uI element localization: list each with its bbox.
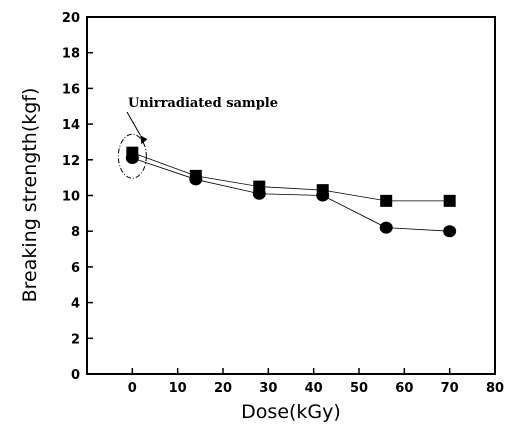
y-axis-title: Breaking strength(kgf) [19, 88, 41, 303]
y-tick-label: 2 [71, 332, 80, 347]
y-tick-label: 14 [62, 118, 80, 133]
x-axis-title: Dose(kGy) [241, 401, 341, 423]
y-tick-label: 6 [71, 261, 80, 276]
square-data-point [443, 194, 456, 207]
plot-frame [86, 16, 496, 375]
y-tick-label: 8 [71, 225, 80, 240]
y-tick-label: 0 [71, 368, 80, 383]
x-tick-label: 0 [128, 381, 137, 396]
annotation-leader-line [126, 111, 141, 136]
annotation-label: Unirradiated sample [128, 96, 278, 111]
series-1-line [132, 152, 450, 202]
x-tick-label: 70 [441, 381, 459, 396]
y-tick-label: 4 [71, 297, 80, 312]
square-data-point [380, 194, 393, 207]
circle-data-point [316, 189, 330, 202]
y-tick-label: 10 [62, 190, 80, 205]
x-tick-label: 40 [305, 381, 323, 396]
circle-data-point [252, 187, 266, 200]
series-2-line [132, 157, 450, 232]
y-tick-label: 12 [62, 154, 80, 169]
y-tick-label: 18 [62, 47, 80, 62]
x-tick-label: 20 [214, 381, 232, 396]
y-tick-label: 20 [62, 11, 80, 26]
x-tick-label: 60 [395, 381, 413, 396]
x-tick-label: 30 [259, 381, 277, 396]
circle-data-point [189, 173, 203, 186]
annotation-arrowhead [140, 135, 148, 145]
circle-data-point [443, 225, 457, 238]
annotation-dashed-ellipse [117, 133, 147, 179]
x-tick-label: 10 [169, 381, 187, 396]
circle-data-point [379, 221, 393, 234]
x-tick-label: 50 [350, 381, 368, 396]
x-tick-label: 80 [486, 381, 504, 396]
circle-data-point [125, 152, 139, 165]
y-tick-label: 16 [62, 82, 80, 97]
